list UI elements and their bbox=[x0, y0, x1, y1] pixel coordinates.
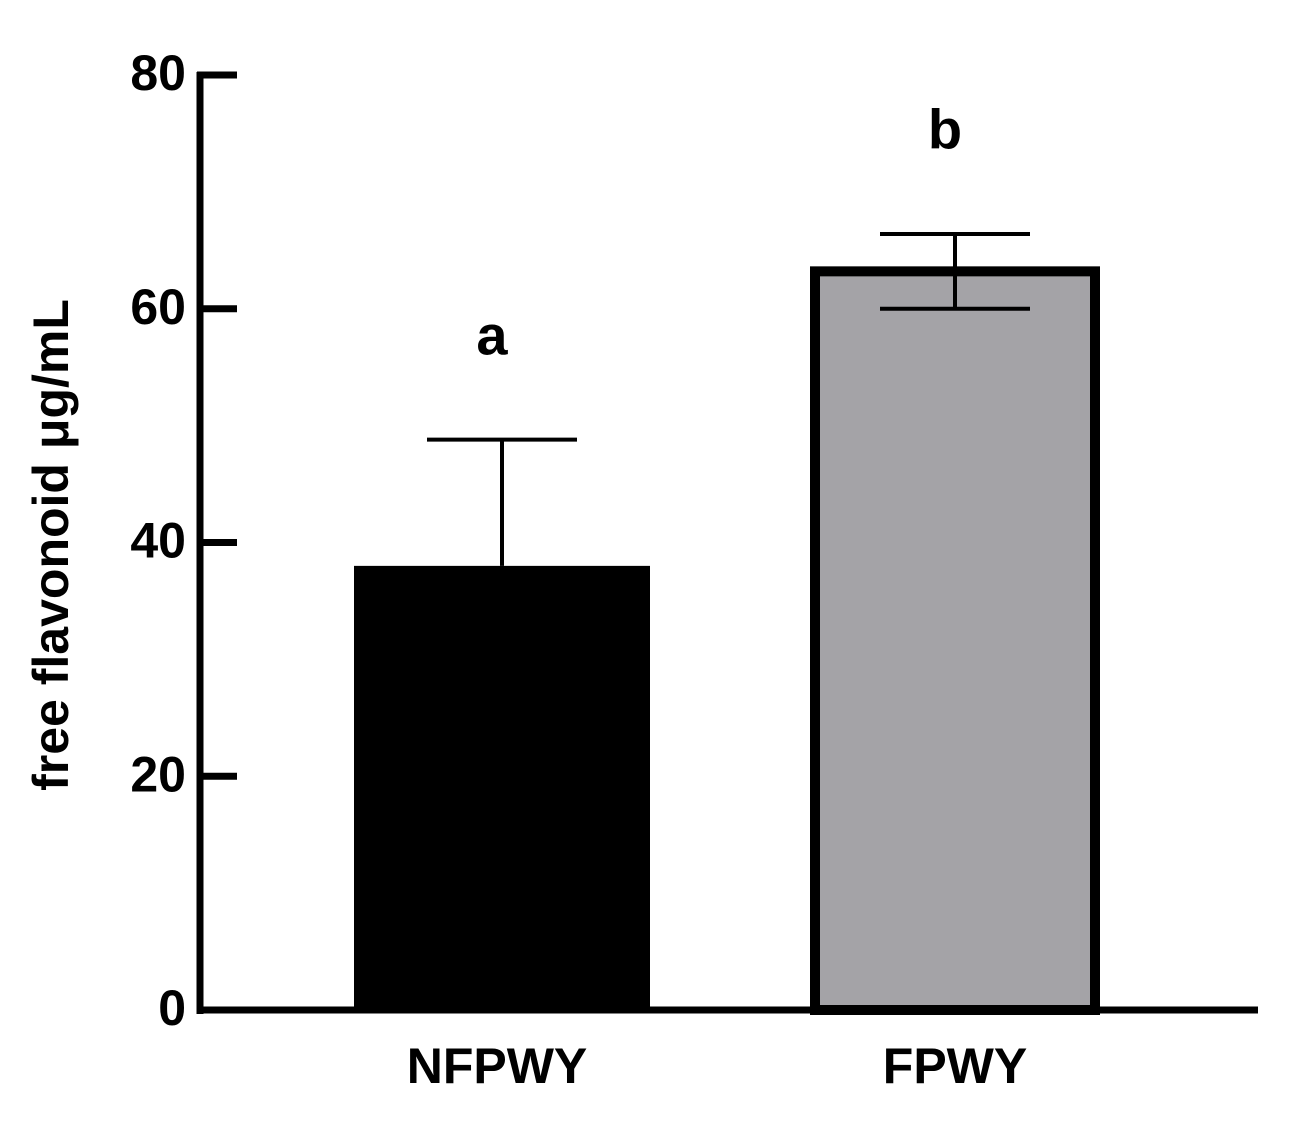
significance-letter: b bbox=[928, 98, 962, 161]
bar bbox=[354, 565, 650, 1010]
y-tick-label: 0 bbox=[158, 980, 186, 1036]
x-tick-label: NFPWY bbox=[407, 1038, 588, 1094]
y-tick-label: 40 bbox=[130, 513, 186, 569]
x-tick-label: FPWY bbox=[883, 1038, 1027, 1094]
y-tick-label: 80 bbox=[130, 45, 186, 101]
y-axis-label: free flavonoid μg/mL bbox=[23, 299, 79, 791]
significance-letter: a bbox=[476, 303, 508, 366]
y-tick-label: 60 bbox=[130, 279, 186, 335]
y-tick-label: 20 bbox=[130, 746, 186, 802]
bar bbox=[810, 266, 1100, 1016]
